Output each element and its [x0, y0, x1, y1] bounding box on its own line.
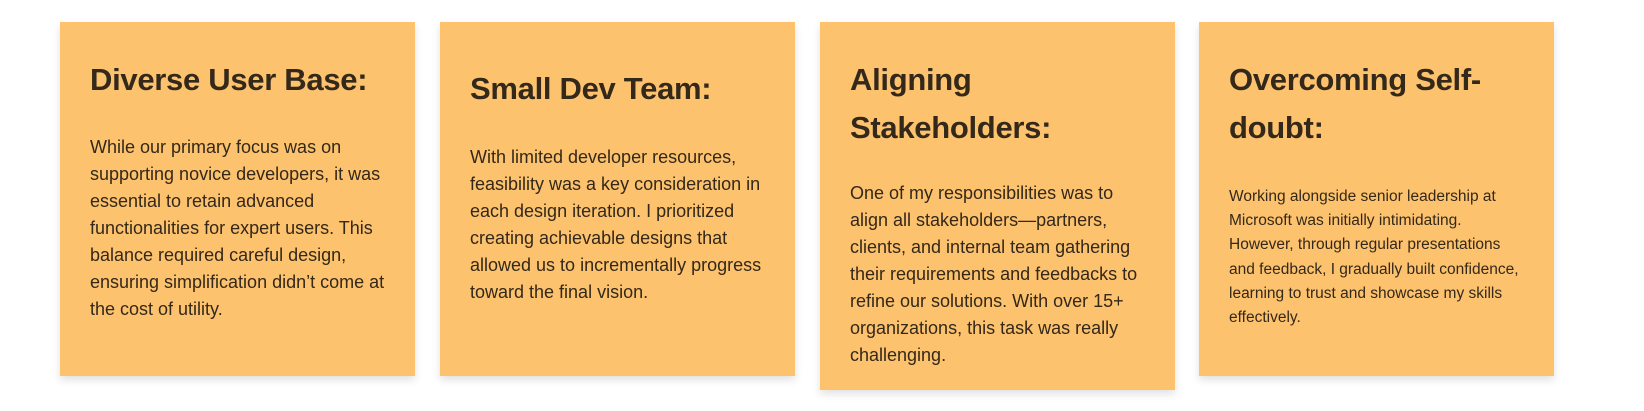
card-title: Small Dev Team:: [470, 71, 712, 106]
challenge-card-overcoming-self-doubt: Overcoming Self-doubt: Working alongside…: [1199, 22, 1554, 376]
card-body: One of my responsibilities was to align …: [850, 183, 1138, 365]
challenge-card-diverse-user-base: Diverse User Base: While our primary foc…: [60, 22, 415, 376]
card-title: Diverse User Base:: [90, 62, 368, 97]
challenge-card-small-dev-team: Small Dev Team: With limited developer r…: [440, 22, 795, 376]
card-title: Aligning Stakeholders:: [850, 62, 1052, 145]
card-body: Working alongside senior leadership at M…: [1229, 188, 1519, 327]
card-body: While our primary focus was on supportin…: [90, 137, 385, 319]
challenge-card-aligning-stakeholders: Aligning Stakeholders: One of my respons…: [820, 22, 1175, 390]
card-title: Overcoming Self-doubt:: [1229, 62, 1481, 145]
card-body: With limited developer resources, feasib…: [470, 147, 762, 302]
